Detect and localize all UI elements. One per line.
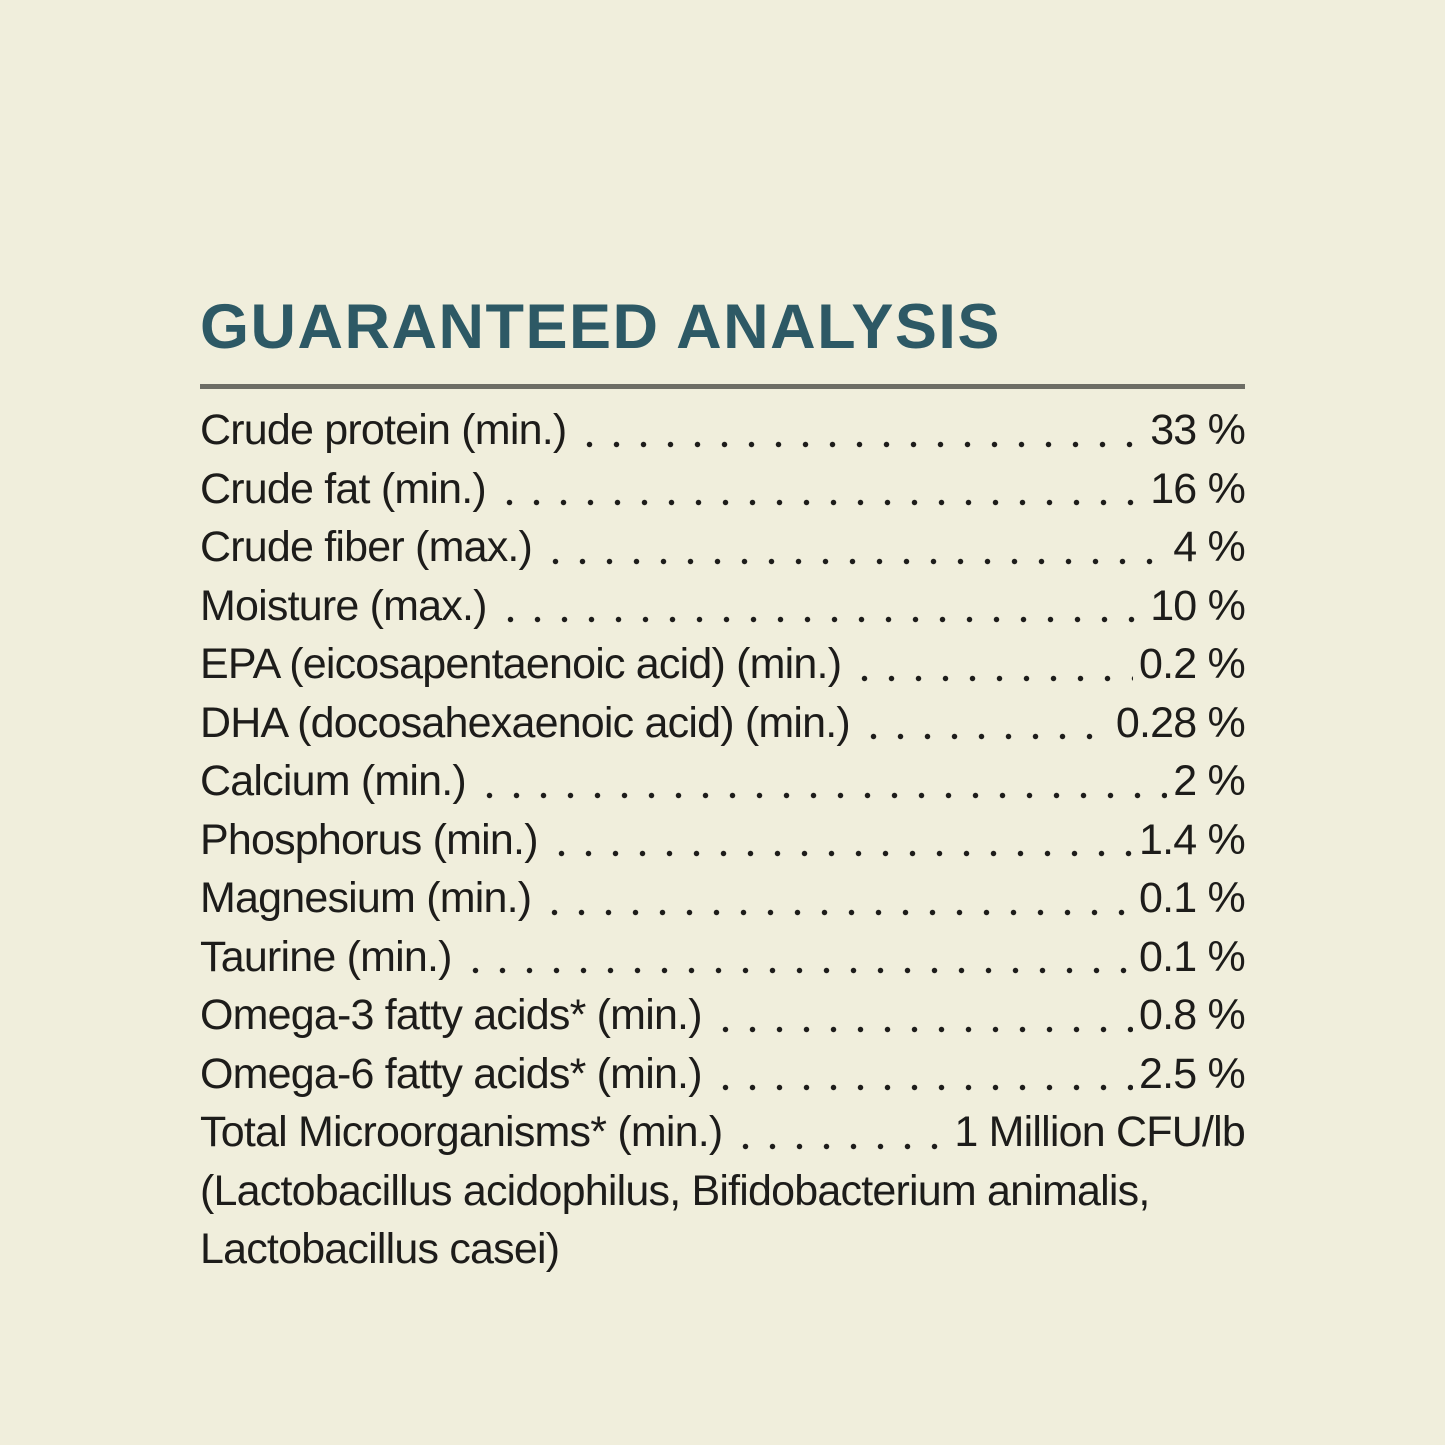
analysis-row: Magnesium (min.) 0.1 % xyxy=(200,869,1246,928)
nutrient-label: Magnesium (min.) xyxy=(200,874,532,922)
dot-leader xyxy=(475,752,1168,811)
dot-leader xyxy=(541,869,1134,928)
nutrient-value: 33 % xyxy=(1150,406,1246,454)
analysis-row: Calcium (min.) 2 % xyxy=(200,752,1246,811)
nutrient-value: 0.1 % xyxy=(1139,874,1246,922)
nutrient-value: 0.1 % xyxy=(1139,932,1246,981)
nutrient-value: 0.2 % xyxy=(1139,640,1246,688)
dot-leader xyxy=(732,1103,949,1162)
nutrient-value: 2 % xyxy=(1173,757,1245,805)
analysis-row: Omega-6 fatty acids* (min.) 2.5 % xyxy=(200,1044,1246,1103)
nutrient-label: Crude fat (min.) xyxy=(200,464,487,513)
nutrient-label: DHA (docosahexaenoic acid) (min.) xyxy=(200,698,851,747)
analysis-row: Taurine (min.) 0.1 % xyxy=(200,927,1246,986)
guaranteed-analysis-section: GUARANTEED ANALYSIS Crude protein (min.)… xyxy=(200,292,1246,1279)
dot-leader xyxy=(851,635,1134,694)
nutrient-value: 0.8 % xyxy=(1139,991,1246,1039)
nutrient-label: Omega-3 fatty acids* (min.) xyxy=(200,991,703,1039)
dot-leader xyxy=(711,1044,1134,1103)
nutrient-label: Total Microorganisms* (min.) xyxy=(200,1108,723,1156)
nutrient-value: 1 Million CFU/lb xyxy=(954,1108,1245,1156)
analysis-row: EPA (eicosapentaenoic acid) (min.) 0.2 % xyxy=(200,635,1246,694)
dot-leader xyxy=(859,693,1110,752)
section-title: GUARANTEED ANALYSIS xyxy=(200,292,1001,362)
nutrient-label: Omega-6 fatty acids* (min.) xyxy=(200,1049,703,1098)
dot-leader xyxy=(576,401,1145,460)
dot-leader xyxy=(495,459,1145,518)
nutrient-label: Crude protein (min.) xyxy=(200,406,567,454)
footnote-line: (Lactobacillus acidophilus, Bifidobacter… xyxy=(200,1166,1150,1215)
dot-leader xyxy=(496,576,1145,635)
dot-leader xyxy=(711,986,1134,1045)
analysis-row: Omega-3 fatty acids* (min.) 0.8 % xyxy=(200,986,1246,1045)
footnote-line: Lactobacillus casei) xyxy=(200,1225,560,1273)
nutrient-value: 16 % xyxy=(1150,464,1246,513)
nutrient-label: Moisture (max.) xyxy=(200,581,487,630)
nutrient-label: Taurine (min.) xyxy=(200,932,452,981)
dot-leader xyxy=(461,927,1134,986)
microorganisms-footnote: (Lactobacillus acidophilus, Bifidobacter… xyxy=(200,1162,1245,1279)
analysis-row: DHA (docosahexaenoic acid) (min.) 0.28 % xyxy=(200,693,1246,752)
analysis-row: Phosphorus (min.) 1.4 % xyxy=(200,810,1246,869)
analysis-row: Moisture (max.) 10 % xyxy=(200,576,1246,635)
nutrient-value: 0.28 % xyxy=(1115,698,1246,747)
nutrient-value: 10 % xyxy=(1150,581,1246,630)
nutrient-label: Phosphorus (min.) xyxy=(200,815,539,864)
nutrient-value: 1.4 % xyxy=(1139,815,1246,864)
dot-leader xyxy=(542,518,1168,577)
analysis-row: Crude fiber (max.) 4 % xyxy=(200,518,1246,577)
nutrient-label: Crude fiber (max.) xyxy=(200,523,533,571)
analysis-row: Crude fat (min.) 16 % xyxy=(200,459,1246,518)
analysis-row: Crude protein (min.) 33 % xyxy=(200,401,1246,460)
dot-leader xyxy=(547,810,1134,869)
nutrient-label: Calcium (min.) xyxy=(200,757,467,805)
analysis-row: Total Microorganisms* (min.) 1 Million C… xyxy=(200,1103,1246,1162)
nutrient-value: 4 % xyxy=(1173,523,1245,571)
analysis-list: Crude protein (min.) 33 % Crude fat (min… xyxy=(200,401,1246,1162)
nutrient-value: 2.5 % xyxy=(1139,1049,1246,1098)
nutrient-label: EPA (eicosapentaenoic acid) (min.) xyxy=(200,640,842,688)
title-divider xyxy=(200,384,1245,389)
